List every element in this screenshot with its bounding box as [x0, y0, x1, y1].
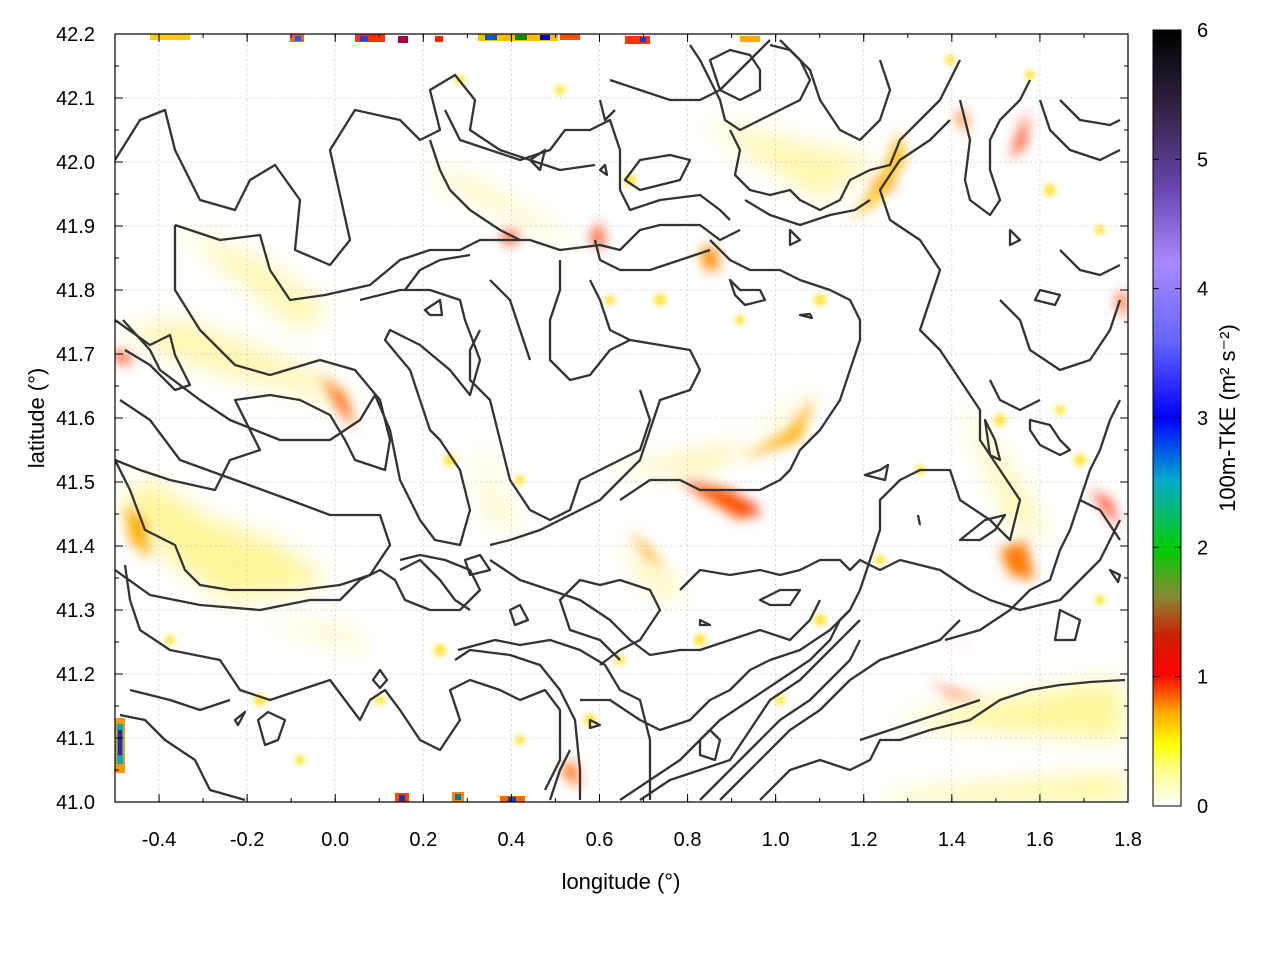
colorbar-tick-label: 2 — [1197, 537, 1208, 559]
y-tick-label: 41.4 — [56, 536, 95, 558]
y-tick-label: 41.3 — [56, 600, 95, 622]
colorbar-title: 100m-TKE (m² s⁻²) — [1215, 324, 1240, 512]
x-axis-title: longitude (°) — [562, 869, 681, 894]
y-tick-label: 42.1 — [56, 88, 95, 110]
y-tick-label: 41.8 — [56, 280, 95, 302]
terrain-contours — [115, 39, 1126, 802]
y-tick-label: 41.1 — [56, 728, 95, 750]
y-tick-label: 41.7 — [56, 344, 95, 366]
y-tick-label: 41.0 — [56, 792, 95, 814]
x-tick-label: 0.4 — [497, 829, 525, 851]
colorbar-tick-label: 3 — [1197, 408, 1208, 430]
colorbar-tick-label: 6 — [1197, 20, 1208, 42]
colorbar-tick-label: 4 — [1197, 279, 1208, 301]
x-tick-label: 0.8 — [674, 829, 702, 851]
grid-lines — [115, 33, 1129, 803]
y-tick-label: 41.9 — [56, 216, 95, 238]
y-tick-label: 42.0 — [56, 152, 95, 174]
x-tick-label: 1.0 — [762, 829, 790, 851]
y-tick-label: 41.5 — [56, 472, 95, 494]
x-tick-label: 0.6 — [586, 829, 614, 851]
colorbar-tick-label: 1 — [1197, 667, 1208, 689]
x-axis: -0.4 -0.2 0.0 0.2 0.4 0.6 0.8 1.0 1.2 1.4 1.6 1.8 — [114, 34, 1142, 851]
colorbar-axis: 0 1 2 3 4 5 6 — [1153, 20, 1208, 818]
y-tick-label: 41.6 — [56, 408, 95, 430]
y-tick-label: 42.2 — [56, 24, 95, 46]
x-tick-label: 1.2 — [850, 829, 878, 851]
x-tick-label: -0.2 — [230, 829, 264, 851]
colorbar-tick-label: 5 — [1197, 149, 1208, 171]
y-axis-title: latitude (°) — [24, 368, 49, 469]
x-tick-label: 0.2 — [409, 829, 437, 851]
y-axis: 41.0 41.1 41.2 41.3 41.4 41.5 41.6 41.7 41.8 41.9… — [56, 24, 1128, 814]
x-tick-label: 1.8 — [1114, 829, 1142, 851]
colorbar-tick-label: 0 — [1197, 796, 1208, 818]
tke-field — [115, 34, 1127, 802]
x-tick-label: 1.4 — [938, 829, 966, 851]
y-tick-label: 41.2 — [56, 664, 95, 686]
x-tick-label: 1.6 — [1026, 829, 1054, 851]
x-tick-label: 0.0 — [321, 829, 349, 851]
x-tick-label: -0.4 — [142, 829, 176, 851]
